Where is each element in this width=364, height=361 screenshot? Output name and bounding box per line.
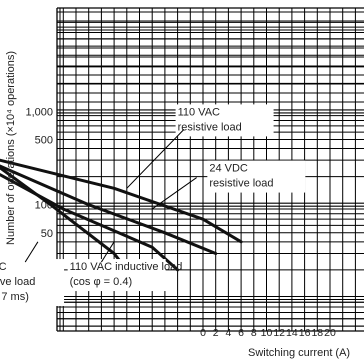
x-tick-label: 10	[261, 327, 273, 339]
y-tick-label: 500	[35, 134, 53, 146]
x-tick-label: 6	[238, 327, 244, 339]
annotation-text: 110 VAC	[178, 106, 220, 118]
annotation-text: (L/R = 7 ms)	[0, 291, 29, 303]
annotation-text: 110 VAC inductive load	[70, 261, 183, 273]
x-tick-label: 12	[273, 327, 285, 339]
annotation-text: inductive load	[0, 276, 35, 288]
x-tick-label: 8	[251, 327, 257, 339]
series-line	[0, 173, 180, 272]
leader-line	[100, 241, 115, 263]
x-tick-label: 18	[311, 327, 323, 339]
annotation-text: 24 VDC	[209, 163, 248, 175]
annotation-box	[0, 259, 65, 307]
annotation-box	[207, 160, 306, 193]
y-tick-label: 1,000	[25, 106, 53, 118]
annotation-box	[67, 259, 166, 292]
y-axis-label: Number of operations (×10⁴ operations)	[5, 51, 17, 245]
x-tick-label: 20	[324, 327, 336, 339]
series-line	[0, 164, 218, 255]
annotations: 110 VAC resistive load 24 VDC resistive loa…	[0, 104, 306, 307]
x-tick-label: 0	[200, 327, 206, 339]
leader-line	[151, 177, 197, 210]
x-tick-label: 14	[286, 327, 298, 339]
leader-line	[24, 241, 39, 263]
series-line	[0, 158, 243, 244]
annotation-text: resistive load	[178, 121, 242, 133]
annotation-box	[175, 104, 274, 137]
y-tick-label: 50	[41, 228, 53, 240]
x-tick-labels: 0 2 4 6 8 10 12 14 16 18 20	[200, 327, 336, 339]
annotation-text: (cos φ = 0.4)	[70, 276, 132, 288]
x-axis-label: Switching current (A)	[248, 347, 350, 359]
x-tick-label: 16	[299, 327, 311, 339]
annotation-text: 24 VDC	[0, 261, 7, 273]
x-tick-label: 2	[213, 327, 219, 339]
annotation-text: resistive load	[209, 178, 273, 190]
leader-line	[126, 129, 185, 189]
x-tick-label: 4	[225, 327, 231, 339]
